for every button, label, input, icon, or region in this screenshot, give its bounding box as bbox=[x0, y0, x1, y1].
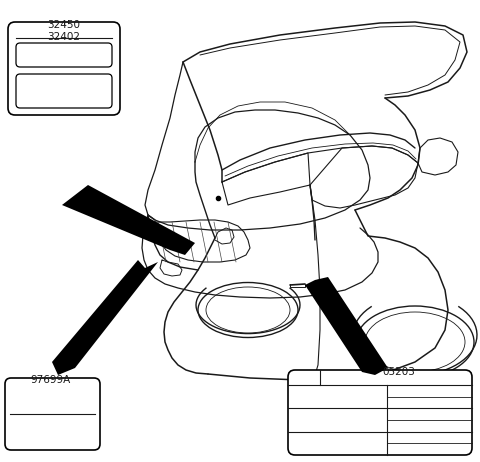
Polygon shape bbox=[62, 185, 195, 255]
Text: 05203: 05203 bbox=[382, 367, 415, 377]
Text: 32450
32402: 32450 32402 bbox=[48, 20, 81, 43]
FancyBboxPatch shape bbox=[5, 378, 100, 450]
FancyBboxPatch shape bbox=[16, 43, 112, 67]
Polygon shape bbox=[305, 277, 388, 375]
FancyBboxPatch shape bbox=[8, 22, 120, 115]
FancyBboxPatch shape bbox=[16, 74, 112, 108]
FancyBboxPatch shape bbox=[288, 370, 472, 455]
Polygon shape bbox=[52, 260, 158, 375]
Text: 97699A: 97699A bbox=[30, 375, 71, 385]
